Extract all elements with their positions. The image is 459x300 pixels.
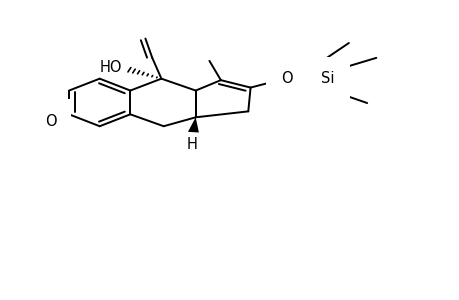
Text: HO: HO: [100, 60, 122, 75]
Text: Si: Si: [321, 71, 334, 86]
Text: O: O: [280, 71, 292, 86]
Polygon shape: [188, 117, 198, 133]
Text: H: H: [187, 136, 197, 152]
Text: O: O: [45, 114, 56, 129]
